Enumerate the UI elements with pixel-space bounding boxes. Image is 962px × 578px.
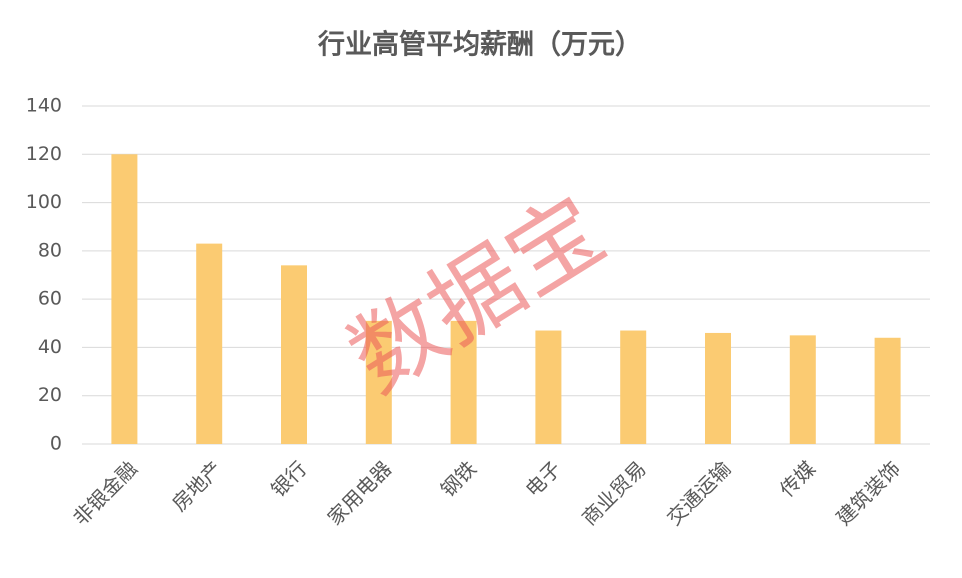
bar (620, 330, 647, 444)
bar (450, 320, 477, 444)
y-tick-label: 60 (38, 288, 62, 310)
x-tick-label: 交通运输 (662, 456, 736, 530)
x-tick-label: 传媒 (775, 456, 820, 501)
bar (874, 337, 901, 444)
x-tick-label: 钢铁 (436, 456, 481, 501)
bar (705, 332, 731, 444)
x-tick-label: 家用电器 (323, 456, 397, 530)
y-tick-label: 0 (50, 433, 62, 455)
bar (281, 265, 307, 444)
bar (535, 330, 562, 444)
bar (789, 335, 816, 444)
y-tick-label: 80 (38, 239, 62, 261)
x-tick-label: 房地产 (167, 456, 226, 515)
bar (365, 320, 392, 444)
x-tick-label: 商业贸易 (577, 456, 651, 530)
y-tick-label: 120 (26, 143, 62, 165)
x-tick-label: 建筑装饰 (831, 456, 905, 530)
y-tick-label: 20 (38, 384, 62, 406)
x-tick-label: 非银金融 (68, 456, 142, 530)
y-tick-label: 100 (26, 191, 62, 213)
chart-title: 行业高管平均薪酬（万元） (317, 29, 642, 61)
y-tick-label: 140 (26, 95, 62, 117)
x-tick-label: 银行 (266, 456, 311, 501)
bar (196, 243, 223, 444)
bar (111, 154, 138, 445)
y-tick-label: 40 (38, 336, 62, 358)
watermark: 数据宝 (331, 176, 622, 413)
x-tick-label: 电子 (521, 456, 566, 501)
